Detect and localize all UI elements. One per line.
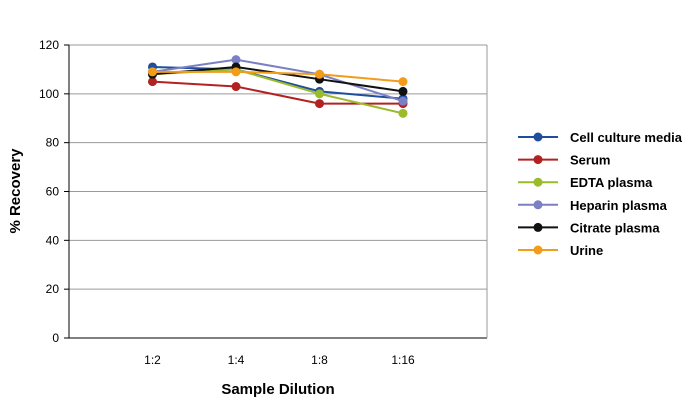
x-tick-label: 1:2 [144, 353, 161, 367]
legend-swatch-marker [533, 200, 543, 210]
series-group [148, 55, 408, 118]
legend-item-heparin-plasma: Heparin plasma [518, 198, 668, 213]
series-urine [148, 67, 408, 87]
data-point [231, 67, 241, 77]
legend-item-serum: Serum [518, 153, 610, 168]
legend-swatch-marker [533, 177, 543, 187]
data-point [315, 69, 324, 79]
series-line [152, 70, 404, 83]
y-tick-label: 60 [46, 185, 60, 199]
legend-swatch-marker [533, 155, 543, 165]
x-tick-label: 1:4 [228, 353, 245, 367]
legend-label: Heparin plasma [570, 198, 668, 213]
legend-swatch-marker [533, 222, 543, 232]
data-point [231, 82, 241, 92]
data-point [148, 67, 157, 77]
x-tick-label: 1:8 [311, 353, 328, 367]
legend-swatch-marker [533, 132, 543, 142]
legend-label: Cell culture media [570, 130, 683, 145]
data-point [315, 99, 324, 109]
x-axis-ticks: 1:2 1:4 1:8 1:16 [144, 353, 415, 367]
x-axis-title: Sample Dilution [221, 381, 334, 398]
y-axis-title: % Recovery [7, 148, 24, 234]
legend-label: Urine [570, 243, 603, 258]
legend-item-citrate-plasma: Citrate plasma [518, 220, 660, 235]
y-tick-label: 40 [46, 233, 60, 247]
series-line [152, 68, 404, 115]
y-tick-label: 80 [46, 136, 60, 150]
data-point [315, 89, 324, 99]
legend-swatch-marker [533, 245, 543, 255]
legend-label: Serum [570, 153, 610, 168]
data-point [398, 77, 408, 87]
data-point [148, 77, 157, 87]
series-line [152, 65, 404, 100]
y-tick-label: 20 [46, 282, 60, 296]
y-axis-ticks: 0 20 40 60 80 100 120 [39, 38, 69, 345]
legend-item-cell-culture-media: Cell culture media [518, 130, 683, 145]
legend-item-edta-plasma: EDTA plasma [518, 175, 653, 190]
y-tick-label: 120 [39, 38, 59, 52]
data-point [398, 108, 408, 118]
legend-label: EDTA plasma [570, 175, 653, 190]
data-point [231, 55, 241, 65]
legend-item-urine: Urine [518, 243, 603, 258]
series-line [152, 58, 404, 103]
gridlines [69, 44, 487, 339]
y-tick-label: 0 [52, 331, 59, 345]
legend: Cell culture media Serum EDTA plasma Hepari… [518, 130, 683, 258]
legend-label: Citrate plasma [570, 220, 660, 235]
data-point [398, 96, 408, 106]
y-tick-label: 100 [39, 87, 59, 101]
x-tick-label: 1:16 [391, 353, 415, 367]
data-point [398, 86, 408, 96]
